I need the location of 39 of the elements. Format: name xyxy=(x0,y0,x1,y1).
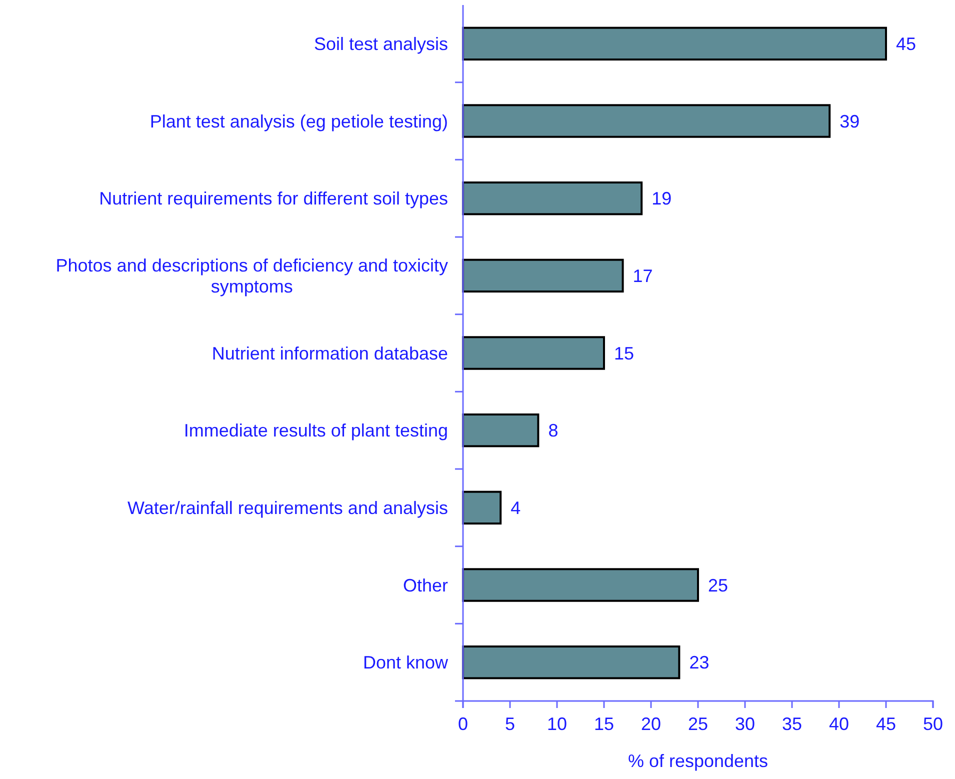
x-tick-label: 5 xyxy=(504,714,516,734)
x-tick-label: 40 xyxy=(828,714,850,734)
bar xyxy=(462,645,680,680)
bar xyxy=(462,181,643,216)
data-label: 17 xyxy=(632,266,653,286)
bar xyxy=(462,258,624,293)
x-tick-label: 0 xyxy=(458,714,468,734)
data-label: 19 xyxy=(652,188,672,209)
data-label: 23 xyxy=(689,652,710,673)
x-axis-title: % of respondents xyxy=(628,751,768,771)
x-tick-label: 45 xyxy=(876,714,896,734)
data-label: 4 xyxy=(510,498,521,518)
y-tick-label: Dont know xyxy=(362,652,449,673)
bar xyxy=(462,413,540,448)
bar xyxy=(462,568,699,602)
x-tick-label: 35 xyxy=(782,714,802,734)
bar xyxy=(462,104,831,138)
data-label: 25 xyxy=(708,575,728,596)
x-tick-label: 25 xyxy=(688,714,708,734)
x-tick-label: 30 xyxy=(734,714,756,734)
data-label: 45 xyxy=(896,34,916,54)
x-tick-label: 10 xyxy=(546,714,568,734)
y-tick-label: Immediate results of plant testing xyxy=(184,420,448,441)
x-tick-label: 50 xyxy=(922,714,944,734)
y-tick-label: Other xyxy=(402,575,448,596)
y-tick-label: Plant test analysis (eg petiole testing) xyxy=(150,111,448,132)
x-tick-label: 15 xyxy=(594,714,614,734)
data-label: 39 xyxy=(840,111,860,132)
bar xyxy=(462,336,605,370)
data-label: 8 xyxy=(548,420,558,441)
y-tick-label: Nutrient information database xyxy=(212,343,448,364)
data-label: 15 xyxy=(614,343,634,364)
x-tick-label: 20 xyxy=(640,714,662,734)
y-tick-label: Water/rainfall requirements and analysis xyxy=(128,498,448,518)
y-tick-label: Nutrient requirements for different soil types xyxy=(99,188,448,209)
bar xyxy=(462,26,887,61)
bar xyxy=(462,490,502,525)
y-tick-label: Photos and descriptions of deficiency and toxicity symptoms xyxy=(56,256,448,296)
y-tick-label: Soil test analysis xyxy=(314,34,448,54)
